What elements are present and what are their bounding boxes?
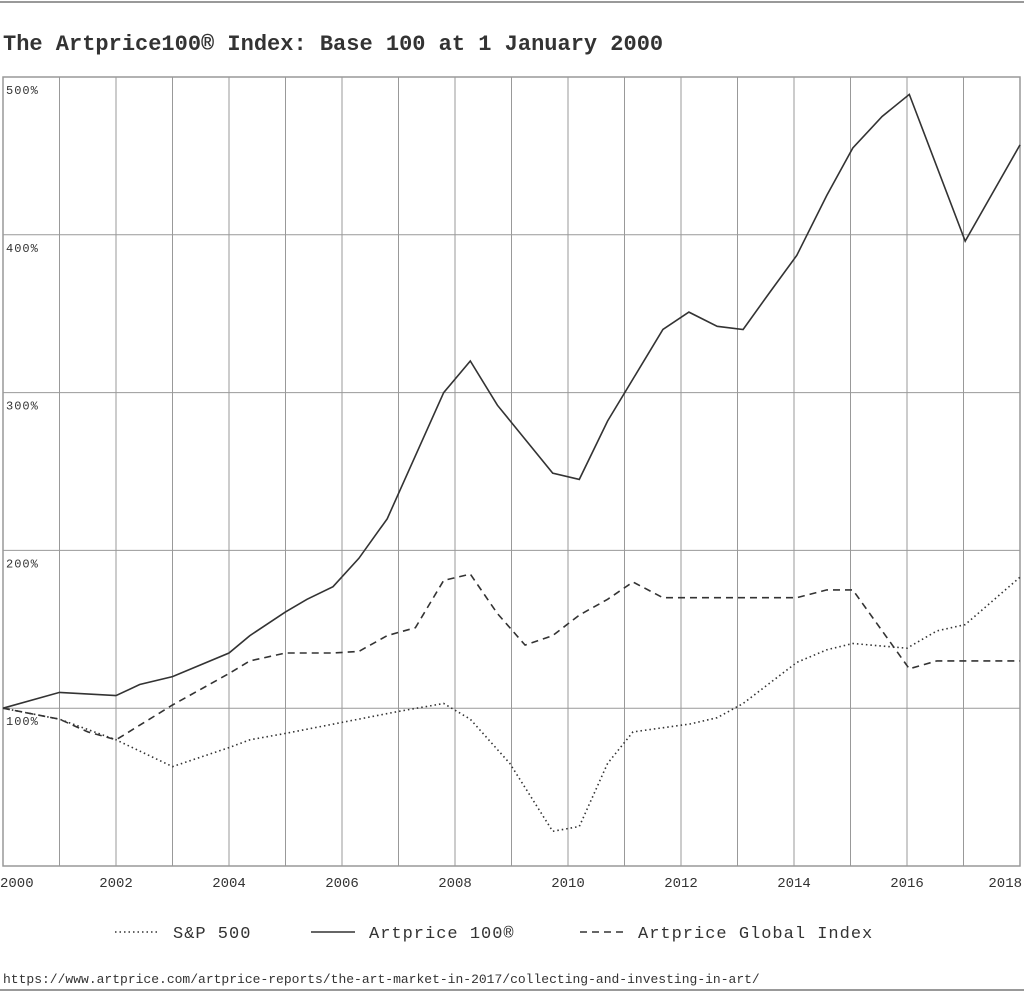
- y-tick-label: 300%: [6, 400, 39, 414]
- legend-label: Artprice Global Index: [638, 925, 873, 944]
- y-tick-label: 100%: [6, 715, 39, 729]
- x-tick-label: 2006: [325, 876, 359, 892]
- x-tick-label: 2012: [664, 876, 698, 892]
- series-line: [2, 93, 1021, 709]
- legend-label: Artprice 100®: [369, 925, 515, 944]
- source-url: https://www.artprice.com/artprice-report…: [3, 972, 760, 987]
- x-tick-label: 2010: [551, 876, 585, 892]
- series-line: [2, 573, 1020, 741]
- series-line: [2, 576, 1021, 833]
- legend-label: S&P 500: [173, 925, 251, 944]
- x-tick-label: 2004: [212, 876, 246, 892]
- x-tick-label: 2014: [777, 876, 811, 892]
- y-tick-label: 500%: [6, 84, 39, 98]
- x-tick-label: 2008: [438, 876, 472, 892]
- x-tick-label: 2018: [988, 876, 1022, 892]
- chart-title: The Artprice100® Index: Base 100 at 1 Ja…: [3, 32, 663, 57]
- y-tick-label: 400%: [6, 242, 39, 256]
- x-tick-label: 2002: [99, 876, 133, 892]
- x-tick-label: 2000: [0, 876, 34, 892]
- x-tick-label: 2016: [890, 876, 924, 892]
- y-tick-label: 200%: [6, 557, 39, 571]
